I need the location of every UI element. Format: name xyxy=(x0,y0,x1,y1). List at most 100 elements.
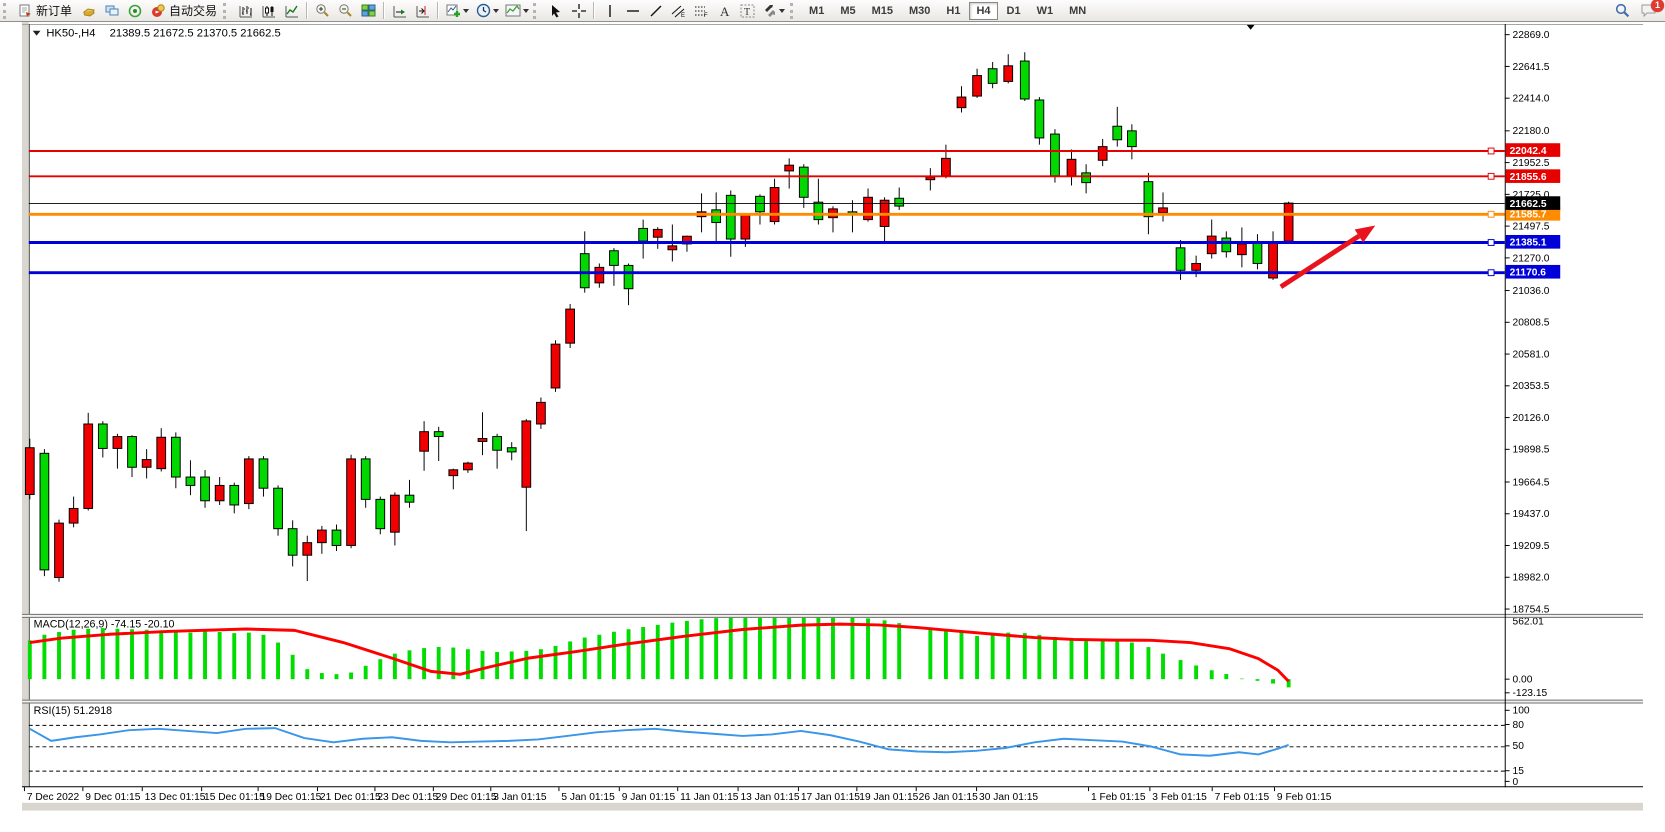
auto-trading-button[interactable]: 自动交易 xyxy=(146,1,222,21)
tile-windows-icon xyxy=(361,4,376,16)
periods-button[interactable] xyxy=(472,1,502,21)
timeframe-button-h1[interactable]: H1 xyxy=(939,2,967,20)
candle-body xyxy=(550,343,561,389)
rsi-scale-label: 80 xyxy=(1513,720,1525,731)
equidistant-channel-button[interactable]: E xyxy=(667,1,690,21)
macd-scale-label: 0.00 xyxy=(1513,675,1533,686)
macd-scale-label: 562.01 xyxy=(1513,617,1545,628)
horizontal-line-button[interactable] xyxy=(621,1,644,21)
cursor-icon xyxy=(552,4,561,17)
timeframe-button-mn[interactable]: MN xyxy=(1062,2,1093,20)
dropdown-caret xyxy=(492,8,499,13)
vertical-line-button[interactable] xyxy=(598,1,621,21)
candle-body xyxy=(287,528,298,556)
arrows-button[interactable] xyxy=(759,1,789,21)
candle-body xyxy=(419,431,429,452)
timeframe-button-d1[interactable]: D1 xyxy=(1000,2,1028,20)
candle-body xyxy=(317,529,327,544)
chart-shift-icon xyxy=(416,5,429,17)
toolbar-drag-handle[interactable] xyxy=(3,2,11,19)
group-handle[interactable] xyxy=(223,2,231,19)
zoom-out-button[interactable] xyxy=(334,1,357,21)
timeframe-button-w1[interactable]: W1 xyxy=(1030,2,1061,20)
candle-body xyxy=(302,542,313,556)
rsi-pane-splitter[interactable] xyxy=(22,699,1643,704)
strategy-tester-button[interactable] xyxy=(123,1,146,21)
text-button[interactable]: A xyxy=(713,1,736,21)
notification-badge: 1 xyxy=(1651,0,1664,12)
trendline-button[interactable] xyxy=(644,1,667,21)
time-tick-label: 13 Jan 01:15 xyxy=(740,792,799,803)
timeframe-button-m30[interactable]: M30 xyxy=(902,2,937,20)
line-handle[interactable] xyxy=(1487,269,1495,277)
screens-icon xyxy=(105,5,119,16)
notifications-button[interactable]: 1 xyxy=(1640,0,1664,18)
trend-arrow-head[interactable] xyxy=(1354,225,1376,243)
current-price-badge xyxy=(1505,196,1561,210)
fibonacci-button[interactable]: F xyxy=(690,1,713,21)
trendline-icon xyxy=(650,5,662,16)
timeframe-button-m15[interactable]: M15 xyxy=(865,2,900,20)
candle-body xyxy=(579,253,590,289)
market-watch-button[interactable] xyxy=(77,1,100,21)
candle-body xyxy=(987,68,998,84)
shift-marker[interactable] xyxy=(1246,24,1255,30)
chart-background xyxy=(22,22,1643,811)
terminal-button[interactable] xyxy=(100,1,123,21)
candlestick-mode-button[interactable] xyxy=(257,1,280,21)
line-handle[interactable] xyxy=(1487,239,1495,246)
price-line-badge-label: 21585.7 xyxy=(1510,210,1547,221)
price-line-badge-label: 21170.6 xyxy=(1510,268,1547,279)
time-tick-label: 17 Jan 01:15 xyxy=(801,792,860,803)
line-handle[interactable] xyxy=(1487,147,1495,155)
templates-button[interactable] xyxy=(502,1,532,21)
candle-body xyxy=(463,462,473,471)
svg-text:E: E xyxy=(681,13,685,18)
timeframe-button-h4[interactable]: H4 xyxy=(969,1,998,20)
chart-area[interactable]: 22869.0 22641.5 22414.0 22180.0 21952.5 21725… xyxy=(0,22,1665,832)
text-label-button[interactable]: T xyxy=(736,1,759,21)
line-handle[interactable] xyxy=(1487,172,1495,180)
price-tick-label: 19437.0 xyxy=(1513,509,1550,520)
cursor-button[interactable] xyxy=(544,1,567,21)
group-handle[interactable] xyxy=(790,2,798,19)
candle-body xyxy=(39,452,50,571)
bar-chart-mode-button[interactable] xyxy=(234,1,257,21)
timeframe-button-m5[interactable]: M5 xyxy=(833,2,862,20)
candle-body xyxy=(185,476,196,486)
candle-body xyxy=(170,436,181,478)
zoom-in-button[interactable] xyxy=(311,1,334,21)
auto-scroll-button[interactable] xyxy=(388,1,411,21)
horizontal-line-icon xyxy=(626,9,639,12)
group-handle[interactable] xyxy=(533,2,541,19)
indicators-button[interactable] xyxy=(442,1,472,21)
candle-body xyxy=(331,529,342,546)
macd-pane-splitter[interactable] xyxy=(22,613,1643,618)
candle-body xyxy=(1003,65,1014,82)
candle-body xyxy=(769,187,780,223)
symbol-dropdown-icon[interactable] xyxy=(32,30,41,36)
time-tick-label: 30 Jan 01:15 xyxy=(979,792,1038,803)
chart-shift-button[interactable] xyxy=(411,1,434,21)
candle-body xyxy=(740,214,751,240)
search-button[interactable] xyxy=(1611,1,1634,21)
time-tick-label: 3 Feb 01:15 xyxy=(1152,792,1207,803)
tile-windows-button[interactable] xyxy=(357,1,380,21)
trend-arrow-shaft[interactable] xyxy=(1279,234,1361,289)
line-chart-mode-button[interactable] xyxy=(280,1,303,21)
crosshair-button[interactable] xyxy=(567,1,590,21)
zoom-out-icon xyxy=(339,4,352,17)
candle-body xyxy=(609,250,619,266)
line-handle[interactable] xyxy=(1487,210,1495,218)
timeframe-button-m1[interactable]: M1 xyxy=(802,2,831,20)
candle-body xyxy=(1191,262,1201,271)
new-order-button[interactable]: 新订单 xyxy=(14,1,77,21)
candle-body xyxy=(1143,181,1154,218)
candle-body xyxy=(594,266,605,284)
left-gutter xyxy=(22,22,29,788)
candle-body xyxy=(112,436,123,449)
text-label-icon: T xyxy=(740,4,755,18)
price-line-badge-label: 21385.1 xyxy=(1510,238,1547,249)
chart-overlay-layer: 22042.4 21855.6 21585.7 21385.1 21170.6 21662… xyxy=(1279,143,1561,289)
